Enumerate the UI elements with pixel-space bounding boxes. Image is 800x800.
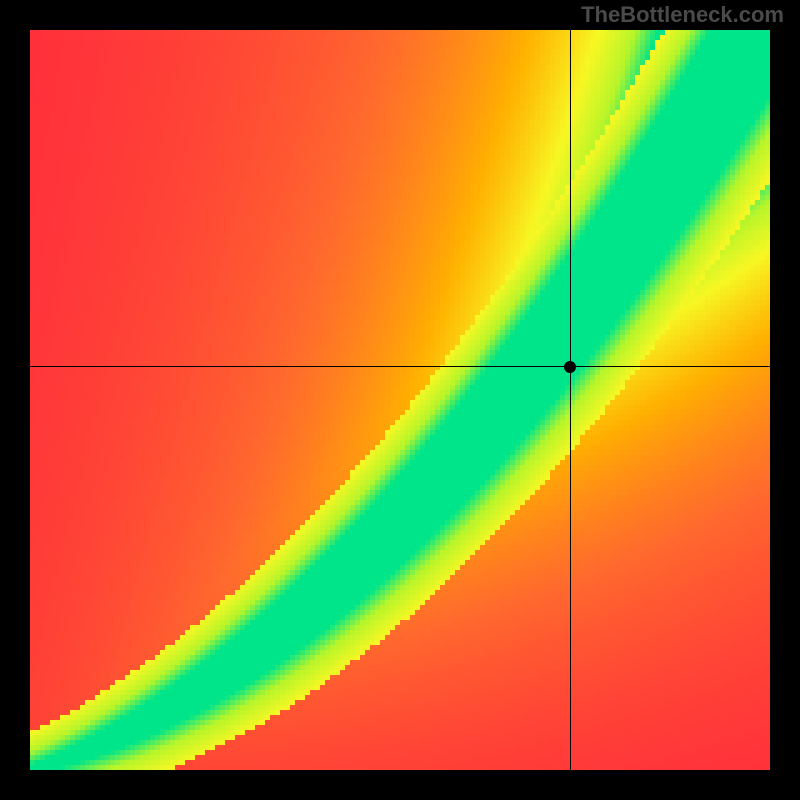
crosshair-vertical (570, 30, 571, 770)
bottleneck-heatmap (30, 30, 770, 770)
plot-area (30, 30, 770, 770)
crosshair-marker (564, 361, 576, 373)
watermark-text: TheBottleneck.com (581, 2, 784, 28)
crosshair-horizontal (30, 366, 770, 367)
